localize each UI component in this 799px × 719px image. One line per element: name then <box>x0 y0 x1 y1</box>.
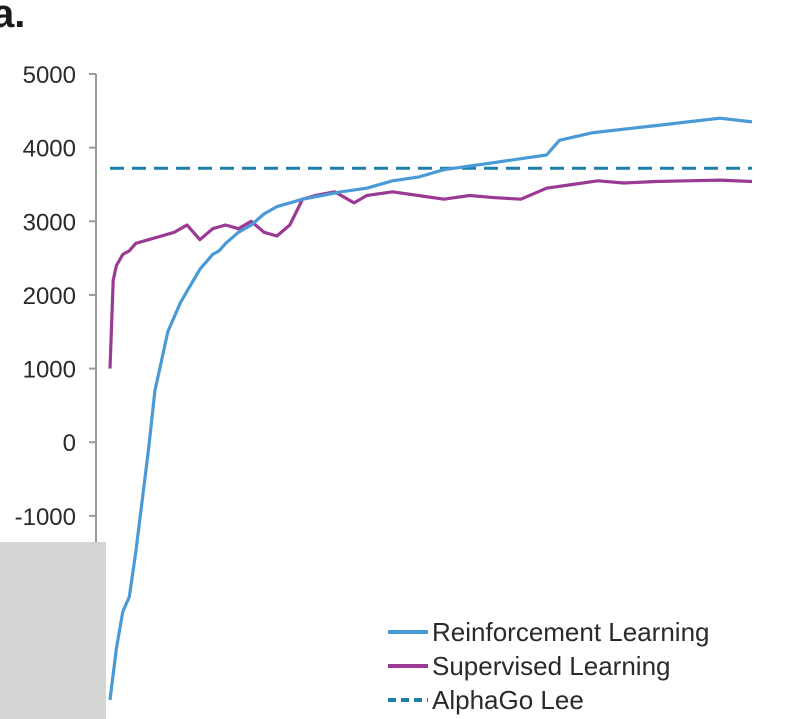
y-axis: 5000 4000 3000 2000 1000 0 -1000 <box>15 62 97 719</box>
legend-label: Supervised Learning <box>432 651 671 681</box>
legend-label: Reinforcement Learning <box>432 617 710 647</box>
video-overlay-panel <box>0 542 106 719</box>
supervised-learning-line <box>108 178 753 369</box>
y-tick-label: 4000 <box>23 136 76 163</box>
reinforcement-learning-line <box>108 116 753 701</box>
y-tick-label: 3000 <box>23 209 76 236</box>
series-lines <box>108 116 753 701</box>
y-tick-label: -1000 <box>15 504 76 531</box>
y-tick-label: 2000 <box>23 283 76 310</box>
y-tick-label: 5000 <box>23 62 76 89</box>
legend: Reinforcement Learning Supervised Learnin… <box>388 617 710 715</box>
y-tick-label: 1000 <box>23 357 76 384</box>
legend-label: AlphaGo Lee <box>432 685 584 715</box>
panel-label: a. <box>0 0 26 36</box>
y-tick-label: 0 <box>63 430 76 457</box>
